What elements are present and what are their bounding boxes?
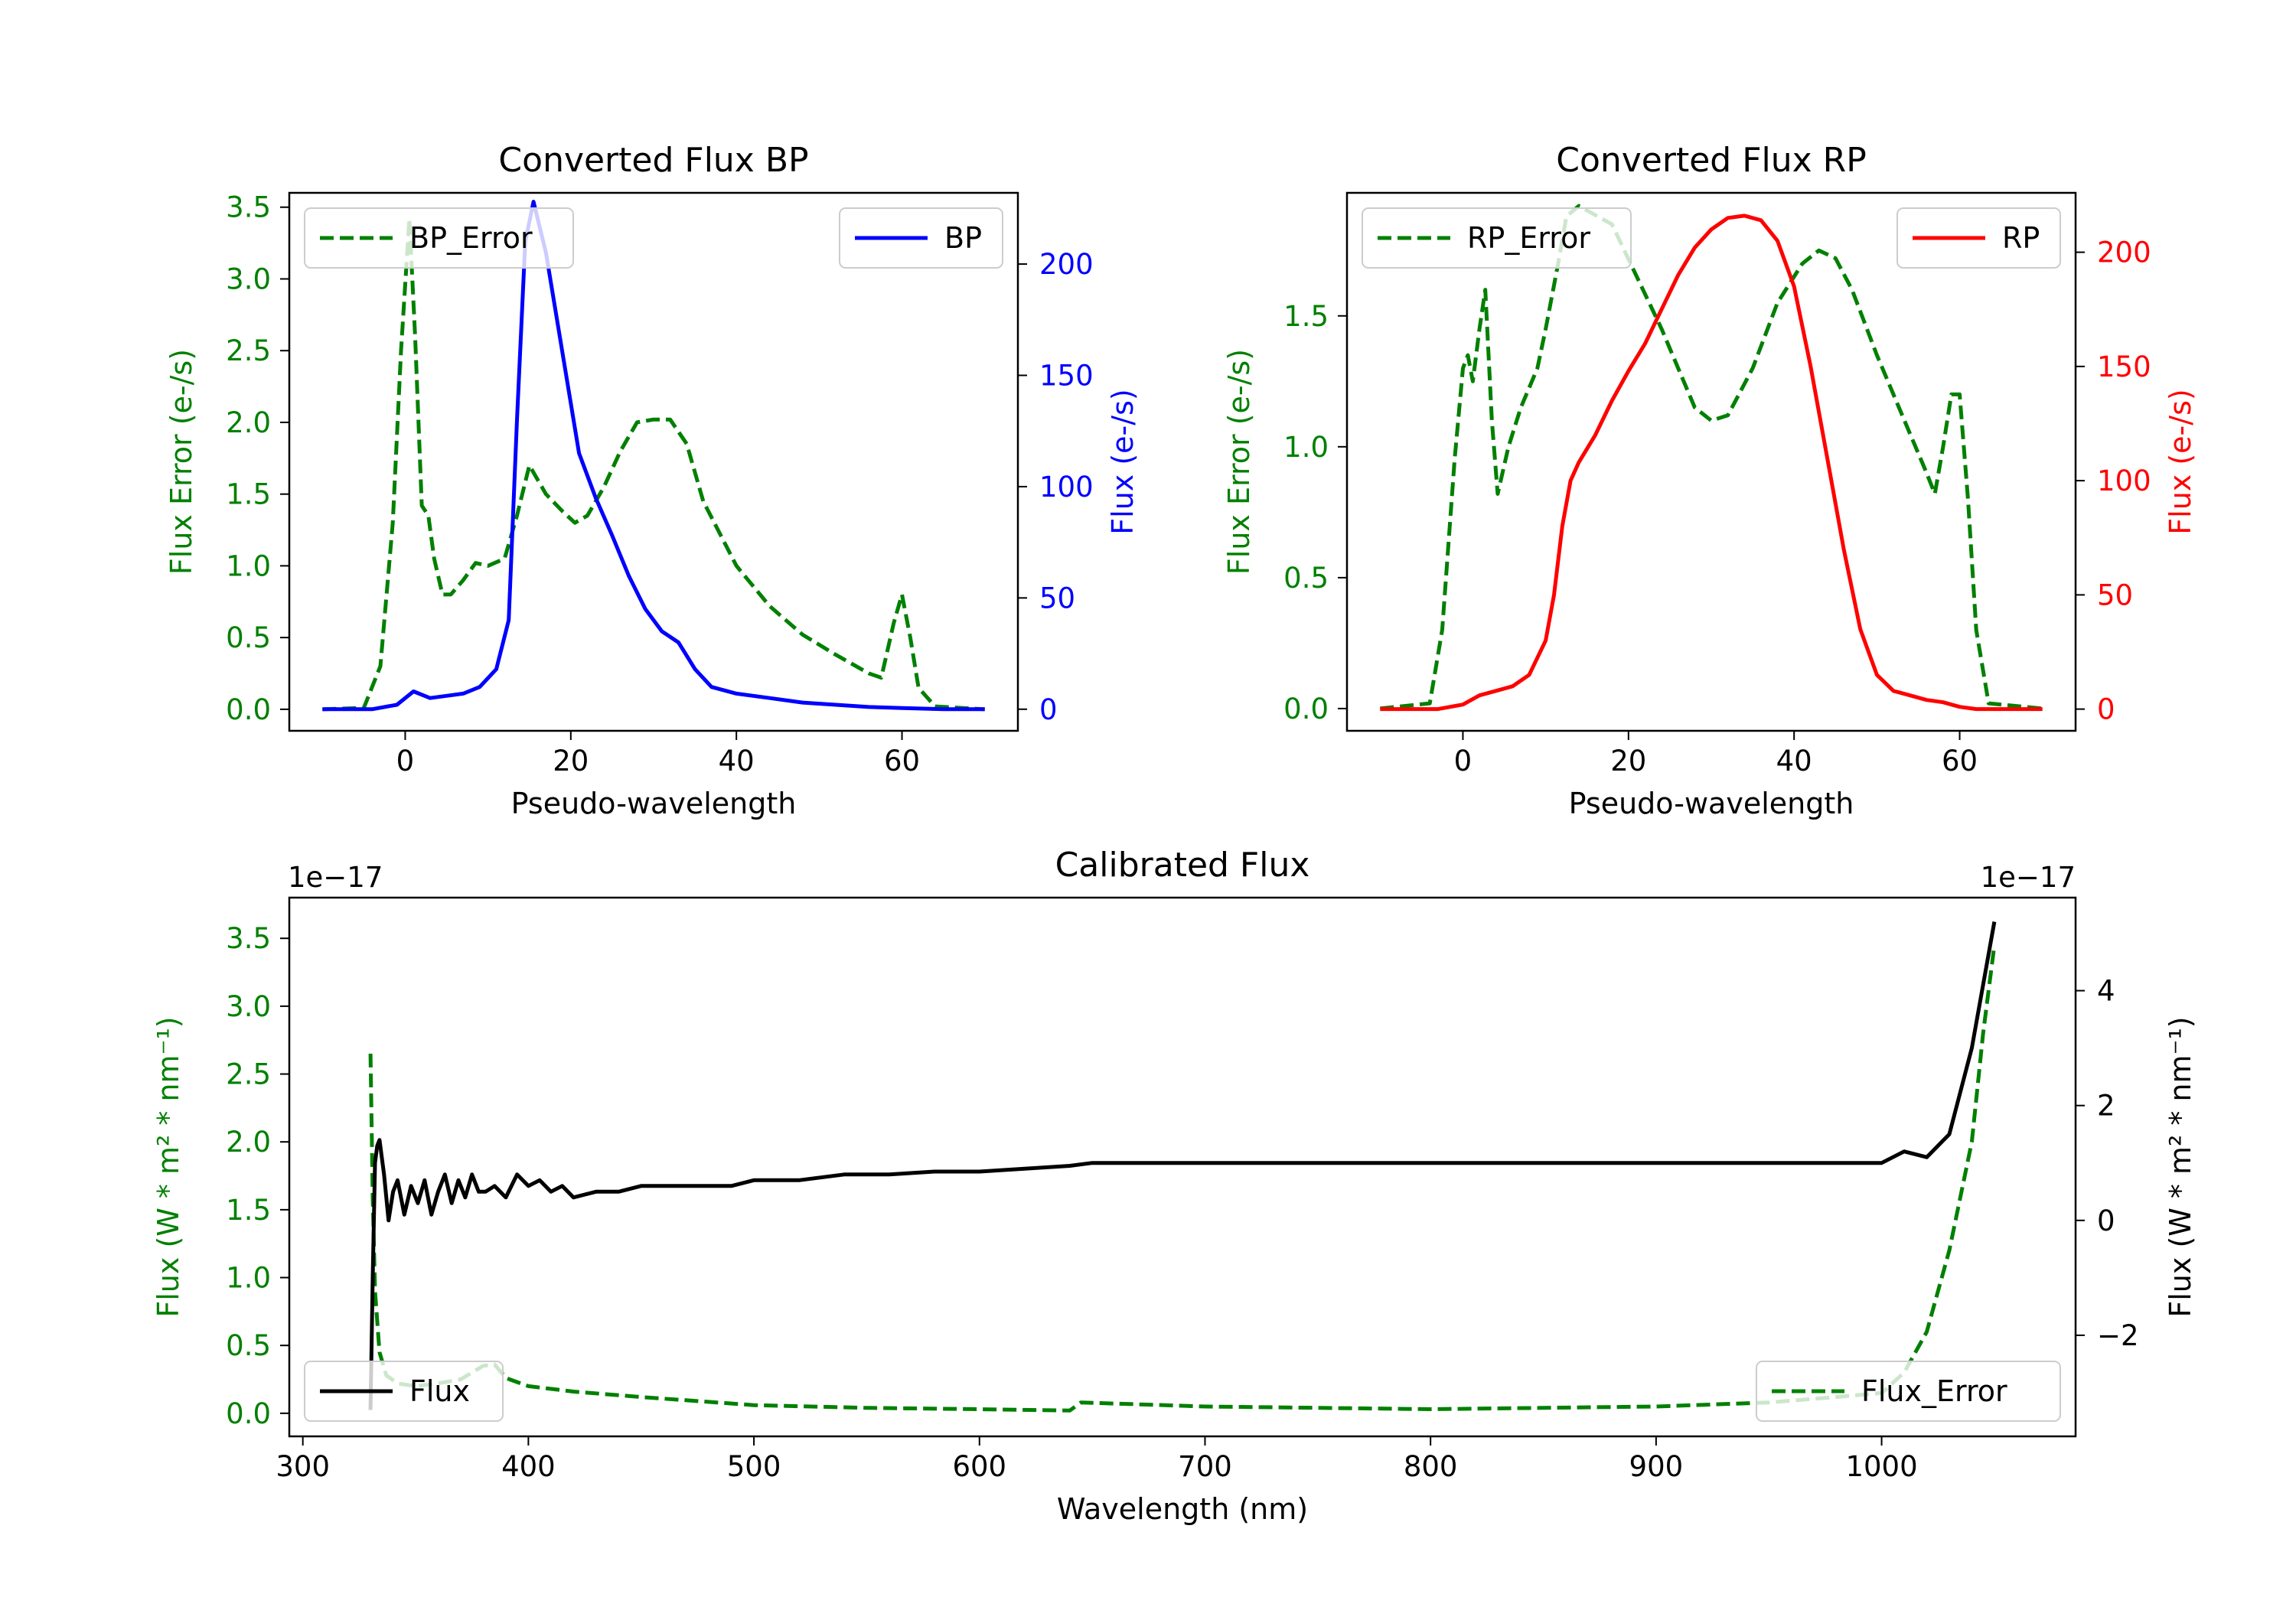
y-tick-label-right: 0	[2097, 693, 2115, 726]
y-tick-label-right: −2	[2097, 1319, 2139, 1352]
series-rp	[1380, 214, 2043, 712]
chart-title: Converted Flux BP	[498, 141, 808, 180]
legend-rp: RP	[1896, 207, 2061, 269]
y-tick-label-left: 0.0	[1283, 693, 1329, 725]
x-tick-label: 900	[1629, 1450, 1684, 1483]
x-axis-label: Pseudo-wavelength	[511, 787, 797, 820]
x-axis-label: Pseudo-wavelength	[1569, 787, 1854, 820]
y-tick-label-left: 0.0	[226, 1397, 271, 1430]
x-tick-label: 300	[276, 1450, 330, 1483]
y-tick-label-left: 1.0	[226, 1262, 271, 1295]
chart-3: 300 400 500 600 700 800 900 1000 0.0 0.5 1.0 1.5 2.0…	[152, 846, 2197, 1526]
legend-label: RP_Error	[1467, 221, 1590, 255]
x-tick-label: 40	[1776, 745, 1812, 777]
legend-label: Flux_Error	[1861, 1374, 2007, 1408]
plot-frame	[1345, 191, 2077, 732]
x-tick-label: 0	[1454, 745, 1473, 777]
y-tick-label-left: 1.5	[1283, 300, 1329, 333]
y-tick-label-left: 3.5	[226, 922, 271, 955]
x-tick-label: 0	[396, 745, 415, 777]
y-tick-label-left: 2.5	[226, 1058, 271, 1091]
series-flux-error	[368, 944, 1997, 1413]
y-tick-label-right: 0	[2097, 1204, 2115, 1237]
y-axis-label-left: Flux Error (e-/s)	[1222, 349, 1256, 575]
plot-frame	[288, 191, 1019, 732]
y-tick-label-left: 2.5	[226, 334, 271, 367]
y-tick-label-left: 2.0	[226, 1126, 271, 1159]
y-tick-label-left: 0.5	[226, 621, 271, 654]
series-bp-error	[322, 217, 985, 712]
y-tick-label-right: 2	[2097, 1090, 2115, 1123]
y-axis-label-right: Flux (W * m² * nm⁻¹)	[2164, 1016, 2197, 1317]
y-tick-label-left: 1.5	[226, 478, 271, 511]
x-tick-label: 1000	[1845, 1450, 1917, 1483]
legend-box	[1756, 1361, 2061, 1422]
y-tick-label-right: 150	[2097, 350, 2151, 383]
chart-title: Converted Flux RP	[1556, 141, 1867, 180]
y-tick-label-right: 50	[2097, 579, 2133, 611]
x-tick-label: 60	[1942, 745, 1978, 777]
chart-2: 0 20 40 60 0.0 0.5 1.0 1.5 0 50 100 150 200 Converted…	[1222, 141, 2197, 820]
y-tick-label-left: 1.5	[226, 1194, 271, 1227]
legend-label: Flux	[409, 1374, 470, 1408]
y-tick-label-left: 1.0	[226, 549, 271, 582]
plot-frame	[288, 896, 2077, 1438]
x-tick-label: 20	[1610, 745, 1646, 777]
offset-text-left: 1e−17	[288, 861, 383, 894]
legend-box	[304, 207, 574, 269]
y-tick-label-right: 0	[1039, 693, 1058, 726]
legend-label: BP_Error	[409, 221, 533, 255]
y-tick-label-left: 0.5	[1283, 562, 1329, 595]
y-axis-label-right: Flux (e-/s)	[2164, 389, 2197, 534]
y-tick-label-right: 50	[1039, 582, 1075, 614]
y-tick-label-right: 200	[2097, 236, 2151, 269]
y-tick-label-left: 1.0	[1283, 431, 1329, 464]
y-tick-label-left: 3.5	[226, 191, 271, 224]
x-axis-label: Wavelength (nm)	[1057, 1492, 1308, 1526]
x-tick-label: 40	[719, 745, 755, 777]
legend-label: BP	[944, 221, 982, 255]
y-tick-label-right: 200	[1039, 248, 1094, 281]
legend-bp-error: BP_Error	[304, 207, 574, 269]
legend-flux: Flux	[304, 1361, 504, 1422]
y-tick-label-left: 0.0	[226, 693, 271, 726]
y-tick-label-left: 3.0	[226, 262, 271, 295]
y-tick-label-right: 100	[2097, 464, 2151, 497]
y-tick-label-right: 100	[1039, 471, 1094, 504]
series-bp	[322, 200, 985, 712]
x-tick-label: 700	[1178, 1450, 1232, 1483]
legend-flux-error: Flux_Error	[1756, 1361, 2061, 1422]
legend-bp: BP	[839, 207, 1003, 269]
offset-text-right: 1e−17	[1981, 861, 2076, 894]
legend-rp-error: RP_Error	[1362, 207, 1632, 269]
chart-1: 0 20 40 60 0.0 0.5 1.0 1.5 2.0 2.5 3.0 3.5 0 50 100 150…	[165, 141, 1140, 820]
y-tick-label-right: 4	[2097, 975, 2115, 1008]
series-rp-error	[1380, 204, 2043, 711]
legend-box	[1362, 207, 1632, 269]
x-tick-label: 60	[884, 745, 920, 777]
x-tick-label: 500	[727, 1450, 781, 1483]
y-tick-label-left: 2.0	[226, 406, 271, 439]
x-tick-label: 20	[553, 745, 589, 777]
series-flux	[368, 921, 1997, 1410]
y-tick-label-left: 3.0	[226, 990, 271, 1023]
y-axis-label-right: Flux (e-/s)	[1106, 389, 1140, 534]
y-axis-label-left: Flux (W * m² * nm⁻¹)	[152, 1016, 185, 1317]
x-tick-label: 600	[952, 1450, 1006, 1483]
y-axis-label-left: Flux Error (e-/s)	[165, 349, 198, 575]
chart-title: Calibrated Flux	[1055, 846, 1310, 885]
x-tick-label: 400	[501, 1450, 556, 1483]
legend-label: RP	[2002, 221, 2040, 255]
legend-box	[304, 1361, 504, 1422]
x-tick-label: 800	[1404, 1450, 1458, 1483]
y-tick-label-left: 0.5	[226, 1329, 271, 1362]
y-tick-label-right: 150	[1039, 360, 1094, 393]
